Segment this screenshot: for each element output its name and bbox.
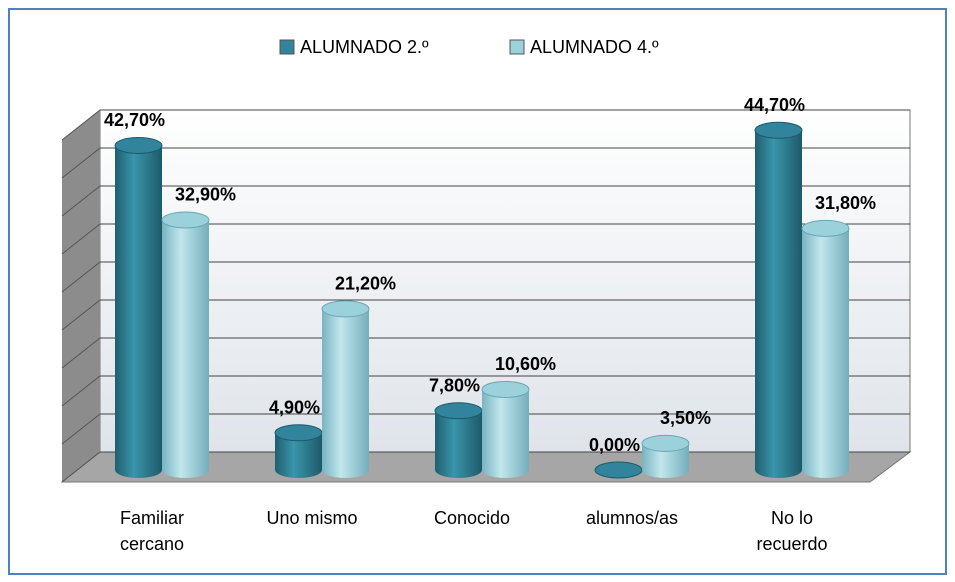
data-label: 31,80% bbox=[815, 193, 876, 213]
bar-top bbox=[114, 136, 163, 154]
bar-top bbox=[641, 434, 690, 452]
side-grid-line bbox=[61, 261, 101, 293]
data-label: 32,90% bbox=[175, 185, 236, 205]
bar-top bbox=[321, 300, 370, 318]
data-label: 7,80% bbox=[429, 375, 480, 395]
data-label: 3,50% bbox=[660, 408, 711, 428]
bar bbox=[435, 410, 482, 470]
data-label: 21,20% bbox=[335, 274, 396, 294]
bar-top bbox=[274, 424, 323, 442]
side-grid-line bbox=[61, 185, 101, 217]
x-tick-label: Conocido bbox=[433, 508, 511, 528]
bar bbox=[755, 130, 802, 470]
data-label: 42,70% bbox=[104, 110, 165, 130]
legend-label: ALUMNADO 2.º bbox=[300, 37, 429, 57]
side-grid-line bbox=[61, 337, 101, 369]
bar bbox=[162, 219, 209, 470]
side-wall bbox=[62, 110, 100, 482]
side-grid-line bbox=[61, 147, 101, 179]
side-grid-line bbox=[61, 223, 101, 255]
side-grid-line bbox=[61, 375, 101, 407]
side-grid-line bbox=[61, 413, 101, 445]
legend-label: ALUMNADO 4.º bbox=[530, 37, 659, 57]
x-tick-label: alumnos/as bbox=[585, 508, 679, 528]
bar-top bbox=[801, 219, 850, 237]
bar bbox=[322, 308, 369, 470]
bar-top bbox=[594, 461, 643, 479]
bar-top bbox=[481, 380, 530, 398]
x-tick-label: Uno mismo bbox=[266, 508, 358, 528]
bar bbox=[802, 228, 849, 470]
side-grid-line bbox=[61, 299, 101, 331]
data-label: 10,60% bbox=[495, 354, 556, 374]
side-grid-line bbox=[61, 451, 101, 483]
data-label: 0,00% bbox=[589, 435, 640, 455]
bar-top bbox=[434, 402, 483, 420]
bar-top bbox=[161, 211, 210, 229]
legend-swatch bbox=[279, 39, 295, 55]
side-grid-line bbox=[61, 109, 101, 141]
bar bbox=[482, 389, 529, 470]
x-tick-label: Familiar cercano bbox=[119, 508, 185, 554]
bar bbox=[115, 145, 162, 471]
bar-top bbox=[754, 121, 803, 139]
data-label: 44,70% bbox=[744, 95, 805, 115]
frame bbox=[8, 8, 947, 575]
x-tick-label: No lo recuerdo bbox=[756, 508, 828, 554]
data-label: 4,90% bbox=[269, 398, 320, 418]
legend-swatch bbox=[509, 39, 525, 55]
